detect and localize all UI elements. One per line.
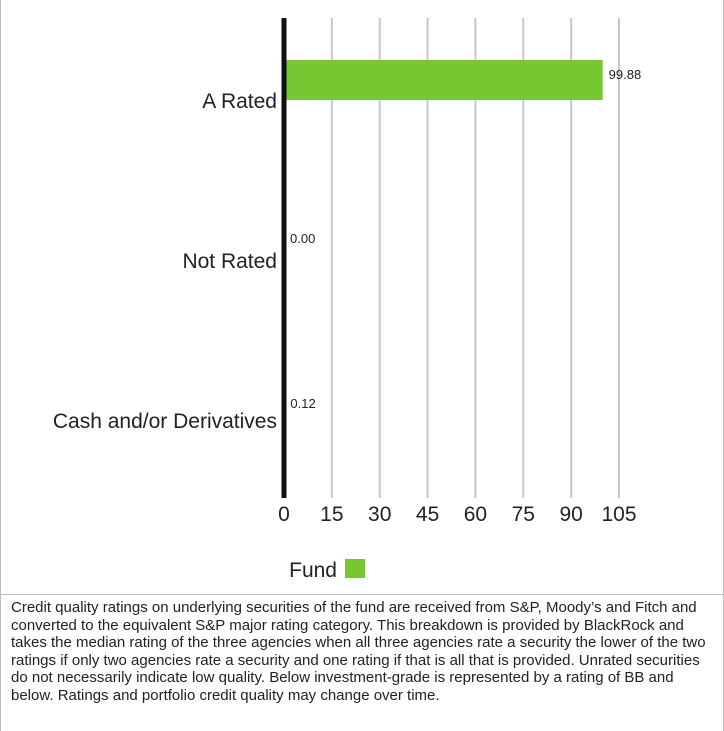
x-tick-label: 75	[512, 503, 535, 526]
x-tick-label: 0	[278, 503, 290, 526]
category-label: A Rated	[202, 90, 277, 113]
chart-area: 0 15 30 45 60 75 90 105 99.88 A Rated 0.00 Not Rate…	[1, 0, 723, 594]
footnote-text: Credit quality ratings on underlying sec…	[11, 599, 706, 704]
x-tick-label: 15	[320, 503, 343, 526]
x-tick-label: 30	[368, 503, 391, 526]
x-tick-label: 60	[464, 503, 487, 526]
bar	[284, 60, 603, 100]
bar-value-label: 99.88	[609, 67, 642, 82]
footnote: Credit quality ratings on underlying sec…	[1, 594, 723, 731]
category-label: Not Rated	[182, 250, 277, 273]
x-tick-label: 45	[416, 503, 439, 526]
legend-label: Fund	[289, 559, 337, 582]
x-tick-label: 105	[601, 503, 636, 526]
x-tick-label: 90	[559, 503, 582, 526]
legend-swatch	[345, 559, 365, 578]
category-label: Cash and/or Derivatives	[53, 410, 277, 433]
bar-value-label: 0.12	[290, 396, 315, 411]
credit-quality-chart: 0 15 30 45 60 75 90 105 99.88 A Rated 0.00 Not Rate…	[53, 18, 642, 582]
bar-value-label: 0.00	[290, 231, 315, 246]
